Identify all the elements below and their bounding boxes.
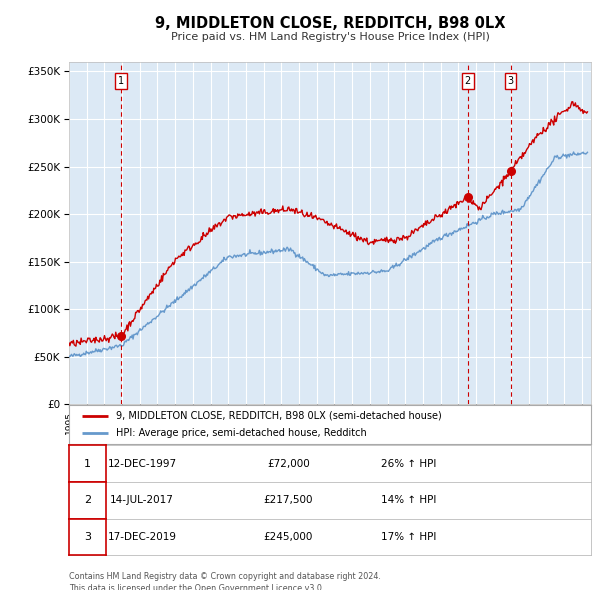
Text: 3: 3 bbox=[508, 76, 514, 86]
Text: 12-DEC-1997: 12-DEC-1997 bbox=[107, 459, 176, 468]
Text: £217,500: £217,500 bbox=[263, 496, 313, 505]
Text: 9, MIDDLETON CLOSE, REDDITCH, B98 0LX: 9, MIDDLETON CLOSE, REDDITCH, B98 0LX bbox=[155, 16, 505, 31]
Text: 14-JUL-2017: 14-JUL-2017 bbox=[110, 496, 174, 505]
Text: HPI: Average price, semi-detached house, Redditch: HPI: Average price, semi-detached house,… bbox=[116, 428, 367, 438]
Text: 17-DEC-2019: 17-DEC-2019 bbox=[107, 532, 176, 542]
Text: 17% ↑ HPI: 17% ↑ HPI bbox=[380, 532, 436, 542]
Text: £245,000: £245,000 bbox=[263, 532, 313, 542]
Text: 26% ↑ HPI: 26% ↑ HPI bbox=[380, 459, 436, 468]
Text: £72,000: £72,000 bbox=[267, 459, 310, 468]
Text: Price paid vs. HM Land Registry's House Price Index (HPI): Price paid vs. HM Land Registry's House … bbox=[170, 32, 490, 42]
Text: 1: 1 bbox=[84, 459, 91, 468]
Text: 9, MIDDLETON CLOSE, REDDITCH, B98 0LX (semi-detached house): 9, MIDDLETON CLOSE, REDDITCH, B98 0LX (s… bbox=[116, 411, 442, 421]
Text: 1: 1 bbox=[118, 76, 124, 86]
Text: Contains HM Land Registry data © Crown copyright and database right 2024.
This d: Contains HM Land Registry data © Crown c… bbox=[69, 572, 381, 590]
Text: 2: 2 bbox=[84, 496, 91, 505]
Text: 14% ↑ HPI: 14% ↑ HPI bbox=[380, 496, 436, 505]
Text: 2: 2 bbox=[465, 76, 471, 86]
Text: 3: 3 bbox=[84, 532, 91, 542]
